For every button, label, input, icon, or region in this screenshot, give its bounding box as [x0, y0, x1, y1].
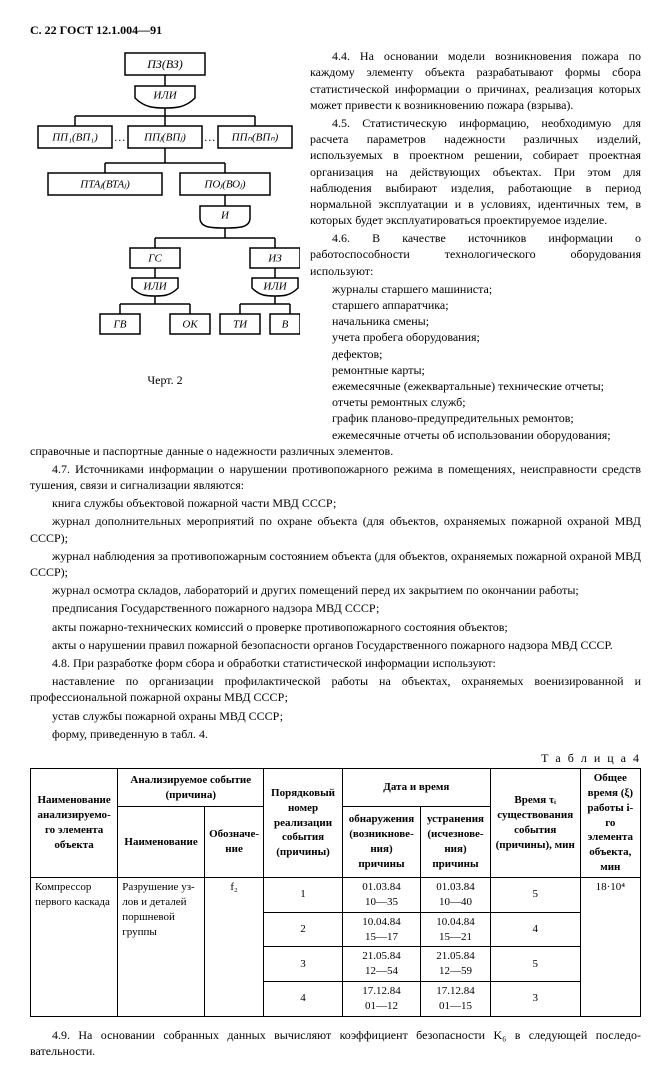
diagram-svg: .bx{fill:#fff;stroke:#000;stroke-width:1… [30, 48, 300, 368]
para-4-5: 4.5. Статистическую информацию, необходи… [310, 115, 641, 228]
label-row1b: ППⱼ(ВПⱼ) [143, 132, 186, 144]
label-b1: ГВ [113, 319, 127, 331]
table-label: Т а б л и ц а 4 [30, 750, 641, 766]
table-row: Компрес­сор первого каскада Разрушение у… [31, 877, 641, 912]
para-4-8: 4.8. При разработке форм сбора и обработ… [30, 655, 641, 671]
label-or2a: ИЛИ [142, 281, 167, 293]
label-top: ПЗ(ВЗ) [146, 57, 182, 71]
figure: .bx{fill:#fff;stroke:#000;stroke-width:1… [30, 48, 300, 443]
body-text: справочные и паспортные данные о надежно… [30, 443, 641, 742]
list-4-6: журналы старшего машиниста; старшего апп… [310, 281, 641, 443]
label-b4: В [282, 319, 289, 331]
para-4-4: 4.4. На основании модели возникновения п… [310, 48, 641, 113]
label-mid-r: ПОⱼ(ВОⱼ) [203, 179, 246, 191]
label-or2b: ИЛИ [262, 281, 287, 293]
label-b3: ТИ [233, 319, 248, 331]
page: С. 22 ГОСТ 12.1.004—91 .bx{fill:#fff;str… [0, 0, 661, 1081]
label-or1: ИЛИ [152, 90, 177, 102]
figure-caption: Черт. 2 [30, 372, 300, 388]
figure-text-row: .bx{fill:#fff;stroke:#000;stroke-width:1… [30, 48, 641, 443]
side-text: 4.4. На основании модели возникновения п… [310, 48, 641, 443]
para-4-9: 4.9. На основании собранных данных вычис… [30, 1027, 641, 1059]
label-iz: ИЗ [267, 253, 282, 265]
label-row1a: ПП₁(ВП₁) [51, 132, 98, 144]
label-gs: ГС [147, 253, 162, 265]
table-4: Наименование анализируемо­го элемента об… [30, 768, 641, 1017]
label-mid: ПТАⱼ(ВТАⱼ) [79, 179, 130, 191]
svg-text:…: … [115, 130, 126, 144]
label-b2: ОК [182, 319, 198, 331]
running-head: С. 22 ГОСТ 12.1.004—91 [30, 22, 641, 38]
label-row1c: ППₙ(ВПₙ) [231, 132, 279, 144]
para-4-7: 4.7. Источниками информации о нарушении … [30, 461, 641, 493]
label-and: И [220, 210, 230, 222]
svg-text:…: … [205, 130, 216, 144]
table-head: Наименование анализируемо­го элемента об… [31, 769, 641, 878]
para-4-6: 4.6. В качестве источников информации о … [310, 230, 641, 279]
